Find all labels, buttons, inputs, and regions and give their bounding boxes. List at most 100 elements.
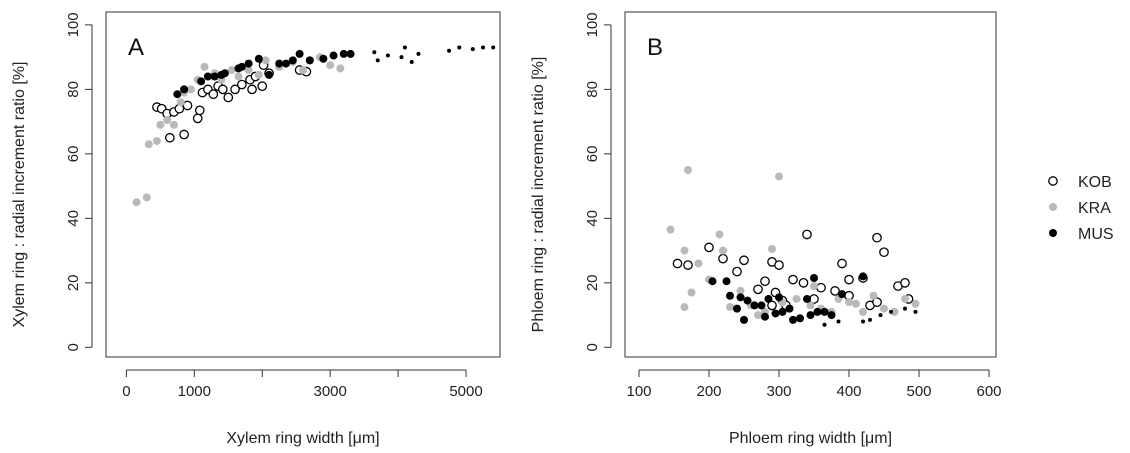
point-kob — [739, 255, 749, 266]
point-mus-small — [481, 45, 486, 50]
point-kob — [179, 129, 189, 140]
point-kra — [852, 299, 860, 308]
x-tick-label: 600 — [976, 383, 1001, 400]
point-kra — [911, 299, 920, 308]
point-mus-small — [457, 45, 462, 50]
legend: KOB KRA MUS — [1048, 174, 1114, 243]
point-kra — [227, 66, 236, 75]
point-mus-small — [399, 55, 404, 60]
point-kob — [872, 232, 882, 243]
point-mus-small — [878, 313, 883, 318]
point-mus — [203, 72, 212, 81]
point-mus-small — [416, 51, 421, 56]
point-kob — [230, 84, 240, 95]
point-mus — [740, 315, 748, 324]
y-tick-label: 100 — [584, 12, 601, 37]
y-tick-label: 40 — [584, 210, 601, 227]
point-mus — [346, 49, 355, 58]
x-tick-label: 5000 — [449, 383, 482, 400]
point-kob — [237, 79, 247, 90]
point-mus — [282, 59, 291, 68]
point-kob — [718, 253, 728, 264]
point-mus-small — [470, 47, 475, 52]
point-mus — [722, 277, 731, 286]
point-mus — [244, 59, 253, 68]
point-mus — [295, 49, 304, 58]
point-mus — [319, 54, 328, 63]
point-mus — [757, 301, 766, 310]
point-mus-small — [889, 309, 893, 314]
point-mus-small — [913, 309, 918, 314]
point-kob — [223, 92, 234, 103]
point-mus — [775, 293, 783, 302]
point-mus — [859, 272, 867, 281]
point-mus — [827, 311, 836, 320]
point-kra — [336, 64, 345, 73]
point-mus-small — [447, 48, 452, 53]
point-kra — [680, 303, 689, 312]
point-kra — [684, 165, 692, 174]
point-kra — [880, 304, 888, 313]
point-kra — [694, 259, 703, 268]
x-axis-label: Xylem ring width [μm] — [226, 430, 379, 447]
point-kob — [774, 260, 784, 270]
point-mus — [778, 307, 787, 316]
point-mus — [806, 311, 815, 320]
legend-label: MUS — [1078, 226, 1114, 243]
point-mus — [254, 54, 263, 63]
legend-marker-mus — [1049, 229, 1057, 237]
point-mus — [750, 301, 759, 310]
point-mus — [771, 309, 780, 318]
point-kob — [753, 284, 763, 295]
point-mus — [726, 291, 734, 300]
plot-frame — [624, 11, 997, 358]
point-mus — [275, 59, 284, 68]
point-kob — [247, 84, 257, 95]
point-kob — [760, 276, 770, 287]
point-mus-small — [491, 45, 496, 50]
point-kob — [192, 113, 203, 124]
x-tick-label: 400 — [836, 383, 861, 400]
point-kob — [257, 81, 268, 92]
point-kra — [152, 136, 161, 145]
y-tick-label: 80 — [584, 81, 601, 98]
point-mus — [736, 293, 745, 302]
y-tick-label: 0 — [584, 343, 601, 351]
point-kra — [169, 120, 178, 129]
point-mus-small — [385, 53, 390, 58]
point-kob — [900, 277, 910, 288]
point-kob — [732, 266, 742, 277]
y-axis-label: Xylem ring : radial increment ratio [%] — [11, 62, 28, 328]
point-mus — [210, 72, 219, 81]
point-kob — [837, 258, 847, 269]
point-kra — [859, 307, 867, 316]
point-mus — [733, 304, 741, 313]
point-kob — [683, 260, 693, 270]
point-kob — [798, 277, 809, 288]
x-tick-label: 500 — [906, 383, 931, 400]
legend-marker-kra — [1049, 203, 1057, 211]
point-kra — [754, 311, 762, 320]
y-tick-label: 40 — [65, 210, 82, 227]
point-mus — [803, 294, 811, 303]
point-mus — [288, 56, 297, 65]
y-axis-label: Phloem ring : radial increment ratio [%] — [530, 57, 547, 333]
point-kra — [326, 61, 335, 70]
point-mus — [180, 85, 189, 94]
point-kob — [879, 247, 889, 258]
point-kob — [816, 282, 826, 293]
point-kob — [830, 286, 840, 296]
point-mus-small — [372, 50, 377, 55]
point-kra — [806, 301, 815, 310]
y-tick-label: 100 — [65, 12, 82, 37]
point-mus — [764, 294, 773, 303]
point-kra — [845, 298, 853, 307]
point-kra — [132, 198, 141, 207]
plot-frame — [105, 11, 501, 358]
point-kob — [182, 100, 193, 111]
y-tick-label: 60 — [65, 146, 82, 163]
x-tick-label: 3000 — [313, 383, 346, 400]
point-mus — [265, 70, 274, 79]
y-tick-label: 20 — [584, 274, 601, 291]
point-kra — [736, 286, 745, 295]
